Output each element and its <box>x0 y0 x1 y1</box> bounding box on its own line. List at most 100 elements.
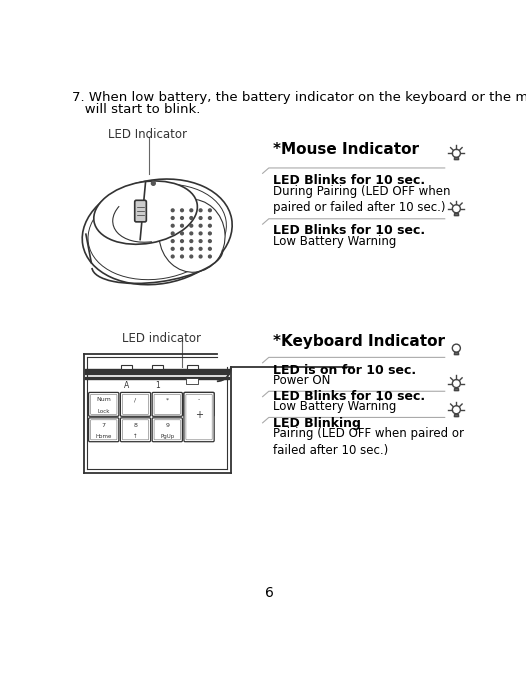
Text: +: + <box>195 410 203 420</box>
Circle shape <box>452 344 460 352</box>
Circle shape <box>151 181 155 185</box>
Circle shape <box>180 217 184 219</box>
Circle shape <box>190 232 193 235</box>
Circle shape <box>190 209 193 212</box>
Text: LED Blinking: LED Blinking <box>274 417 361 430</box>
Circle shape <box>180 255 184 258</box>
Circle shape <box>452 149 460 157</box>
Circle shape <box>452 406 460 414</box>
Circle shape <box>208 232 211 235</box>
Circle shape <box>180 209 184 212</box>
Text: 1: 1 <box>155 381 159 390</box>
Bar <box>187 365 197 369</box>
Text: 8: 8 <box>134 423 137 428</box>
Text: 7: 7 <box>102 423 106 428</box>
Text: -: - <box>198 398 200 402</box>
Text: *Keyboard Indicator: *Keyboard Indicator <box>274 334 446 349</box>
Circle shape <box>180 240 184 242</box>
Text: LED Indicator: LED Indicator <box>108 128 187 141</box>
FancyBboxPatch shape <box>135 200 146 222</box>
FancyBboxPatch shape <box>123 419 149 440</box>
Circle shape <box>190 240 193 242</box>
Circle shape <box>171 232 174 235</box>
Circle shape <box>199 232 202 235</box>
Text: 9: 9 <box>165 423 169 428</box>
Circle shape <box>171 209 174 212</box>
Ellipse shape <box>159 199 225 272</box>
Circle shape <box>208 217 211 219</box>
Text: LED is on for 10 sec.: LED is on for 10 sec. <box>274 364 417 377</box>
Bar <box>152 365 163 369</box>
FancyBboxPatch shape <box>184 392 214 442</box>
Circle shape <box>199 240 202 242</box>
FancyBboxPatch shape <box>186 394 212 440</box>
Circle shape <box>180 232 184 235</box>
FancyBboxPatch shape <box>123 394 149 414</box>
Text: Lock: Lock <box>97 409 110 414</box>
Text: *: * <box>166 398 169 402</box>
Text: 6: 6 <box>265 586 274 600</box>
FancyBboxPatch shape <box>88 418 119 442</box>
Text: LED Blinks for 10 sec.: LED Blinks for 10 sec. <box>274 224 426 237</box>
Bar <box>121 365 132 369</box>
FancyBboxPatch shape <box>90 419 117 440</box>
FancyBboxPatch shape <box>120 418 150 442</box>
Circle shape <box>208 209 211 212</box>
Text: will start to blink.: will start to blink. <box>72 103 200 116</box>
Bar <box>186 378 198 383</box>
FancyBboxPatch shape <box>184 392 214 416</box>
Text: Pairing (LED OFF when paired or
failed after 10 sec.): Pairing (LED OFF when paired or failed a… <box>274 428 464 457</box>
FancyBboxPatch shape <box>120 392 150 416</box>
Text: Low Battery Warning: Low Battery Warning <box>274 400 397 413</box>
Circle shape <box>208 247 211 250</box>
Circle shape <box>199 247 202 250</box>
Bar <box>454 387 459 390</box>
FancyBboxPatch shape <box>154 394 180 414</box>
Text: ↑: ↑ <box>133 434 138 439</box>
FancyBboxPatch shape <box>152 418 183 442</box>
Bar <box>454 352 459 354</box>
FancyBboxPatch shape <box>186 394 212 414</box>
Bar <box>454 157 459 159</box>
Text: Num: Num <box>96 398 111 402</box>
Circle shape <box>199 224 202 227</box>
Circle shape <box>208 255 211 258</box>
Text: /: / <box>135 398 137 402</box>
Text: 7. When low battery, the battery indicator on the keyboard or the mouse: 7. When low battery, the battery indicat… <box>72 91 526 104</box>
Bar <box>454 414 459 416</box>
Text: A: A <box>124 381 129 390</box>
Text: Low Battery Warning: Low Battery Warning <box>274 235 397 248</box>
Circle shape <box>190 247 193 250</box>
FancyBboxPatch shape <box>154 419 180 440</box>
FancyBboxPatch shape <box>90 394 117 414</box>
Circle shape <box>452 379 460 387</box>
Circle shape <box>190 255 193 258</box>
Circle shape <box>180 247 184 250</box>
Text: Power ON: Power ON <box>274 374 331 387</box>
Circle shape <box>171 217 174 219</box>
Ellipse shape <box>94 181 197 244</box>
Circle shape <box>199 255 202 258</box>
Circle shape <box>208 240 211 242</box>
Text: LED indicator: LED indicator <box>122 332 200 345</box>
Circle shape <box>190 224 193 227</box>
Circle shape <box>199 217 202 219</box>
Circle shape <box>190 217 193 219</box>
Text: PgUp: PgUp <box>160 434 175 439</box>
Circle shape <box>208 224 211 227</box>
FancyBboxPatch shape <box>88 392 119 416</box>
Text: During Pairing (LED OFF when
paired or failed after 10 sec.): During Pairing (LED OFF when paired or f… <box>274 185 451 215</box>
Circle shape <box>180 224 184 227</box>
Bar <box>454 212 459 215</box>
Circle shape <box>199 209 202 212</box>
Text: Home: Home <box>96 434 112 439</box>
Ellipse shape <box>82 179 232 285</box>
Circle shape <box>171 247 174 250</box>
Circle shape <box>452 205 460 212</box>
Text: *Mouse Indicator: *Mouse Indicator <box>274 142 419 157</box>
Circle shape <box>171 224 174 227</box>
FancyBboxPatch shape <box>152 392 183 416</box>
Circle shape <box>171 240 174 242</box>
Text: LED Blinks for 10 sec.: LED Blinks for 10 sec. <box>274 390 426 402</box>
Text: LED Blinks for 10 sec.: LED Blinks for 10 sec. <box>274 174 426 187</box>
